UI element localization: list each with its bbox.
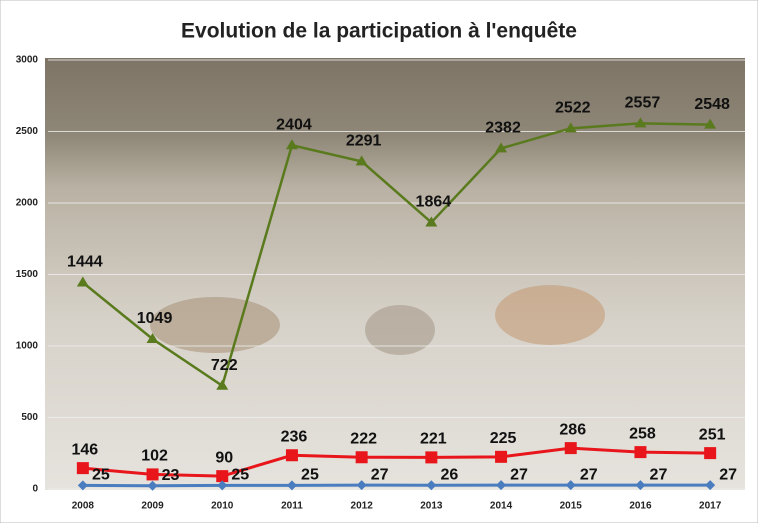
data-label: 2522 xyxy=(555,100,591,117)
data-label: 251 xyxy=(699,426,726,443)
data-label: 236 xyxy=(281,428,308,445)
data-label: 1049 xyxy=(137,310,173,327)
data-label: 102 xyxy=(141,448,168,465)
data-label: 225 xyxy=(490,430,517,447)
data-label: 286 xyxy=(559,421,586,438)
data-label: 27 xyxy=(371,466,389,483)
y-tick-label: 2000 xyxy=(16,198,39,209)
deer xyxy=(365,305,435,355)
y-tick-label: 1000 xyxy=(16,341,39,352)
data-label: 2404 xyxy=(276,116,312,133)
data-label: 2291 xyxy=(346,133,382,150)
marker xyxy=(356,451,368,463)
data-label: 25 xyxy=(92,467,110,484)
data-label: 25 xyxy=(231,467,249,484)
data-label: 1864 xyxy=(416,194,452,211)
marker xyxy=(565,442,577,454)
marker xyxy=(147,468,159,480)
marker xyxy=(77,462,89,474)
x-tick-label: 2010 xyxy=(211,501,234,512)
x-tick-label: 2016 xyxy=(629,501,652,512)
y-tick-label: 0 xyxy=(32,484,38,495)
data-label: 26 xyxy=(440,467,458,484)
x-tick-label: 2011 xyxy=(281,501,303,512)
marker xyxy=(704,447,716,459)
data-label: 27 xyxy=(580,466,598,483)
y-tick-label: 500 xyxy=(21,412,38,423)
data-label: 222 xyxy=(350,430,377,447)
chart: Evolution de la participation à l'enquêt… xyxy=(0,0,758,523)
y-tick-label: 3000 xyxy=(16,55,39,66)
data-label: 27 xyxy=(719,466,737,483)
data-label: 2382 xyxy=(485,120,521,137)
x-tick-label: 2013 xyxy=(420,501,443,512)
marker xyxy=(634,446,646,458)
x-tick-label: 2015 xyxy=(560,501,583,512)
data-label: 90 xyxy=(215,449,233,466)
x-tick-label: 2008 xyxy=(72,501,95,512)
deer xyxy=(495,285,605,345)
data-label: 1444 xyxy=(67,254,103,271)
data-label: 23 xyxy=(162,467,180,484)
data-label: 25 xyxy=(301,467,319,484)
series-line xyxy=(83,485,710,486)
marker xyxy=(495,451,507,463)
marker xyxy=(286,449,298,461)
data-label: 27 xyxy=(650,466,668,483)
chart-title: Evolution de la participation à l'enquêt… xyxy=(181,20,577,43)
data-label: 221 xyxy=(420,431,447,448)
data-label: 2557 xyxy=(625,95,661,112)
x-tick-label: 2014 xyxy=(490,501,513,512)
data-label: 27 xyxy=(510,466,528,483)
data-label: 722 xyxy=(211,357,238,374)
x-tick-label: 2017 xyxy=(699,501,722,512)
y-tick-label: 2500 xyxy=(16,126,39,137)
x-tick-label: 2012 xyxy=(351,501,374,512)
data-label: 2548 xyxy=(694,96,730,113)
marker xyxy=(425,451,437,463)
x-tick-label: 2009 xyxy=(141,501,164,512)
data-label: 146 xyxy=(71,441,98,458)
y-tick-label: 1500 xyxy=(16,269,39,280)
data-label: 258 xyxy=(629,425,656,442)
marker xyxy=(216,470,228,482)
